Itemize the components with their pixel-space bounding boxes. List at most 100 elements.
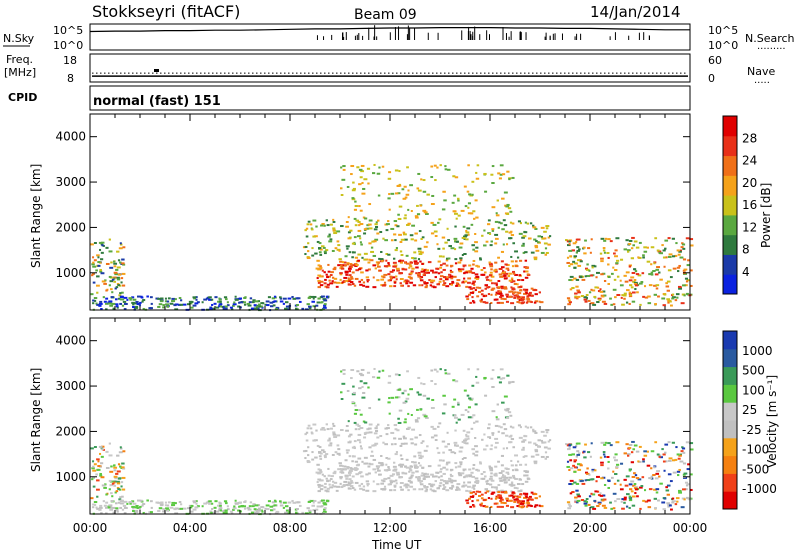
power-echo <box>319 253 323 256</box>
velocity-echo <box>464 409 468 412</box>
power-echo <box>340 194 344 197</box>
power-echo <box>479 258 482 261</box>
velocity-echo <box>322 502 327 505</box>
velocity-echo <box>264 507 268 510</box>
velocity-echo <box>91 467 95 470</box>
power-echo <box>279 300 284 303</box>
velocity-echo <box>603 455 606 458</box>
power-echo <box>132 298 137 301</box>
power-echo <box>487 223 491 226</box>
velocity-echo <box>119 446 122 449</box>
power-echo <box>442 247 445 250</box>
power-echo <box>317 286 321 289</box>
velocity-echo <box>516 483 521 486</box>
velocity-echo <box>615 441 620 444</box>
power-echo <box>104 279 107 282</box>
velocity-echo <box>530 491 534 494</box>
velocity-echo <box>638 486 643 489</box>
velocity-echo <box>370 450 374 453</box>
power-echo <box>510 277 514 280</box>
velocity-echo <box>510 481 514 484</box>
velocity-echo <box>394 453 398 456</box>
velocity-echo <box>438 459 443 462</box>
power-echo <box>109 280 114 283</box>
velocity-echo <box>497 460 500 463</box>
velocity-echo <box>484 394 488 397</box>
velocity-echo <box>502 474 505 477</box>
power-echo <box>508 272 512 275</box>
velocity-echo <box>505 409 510 412</box>
velocity-echo <box>171 504 176 507</box>
velocity-echo <box>579 463 582 466</box>
power-echo <box>320 245 325 248</box>
power-echo <box>116 266 121 269</box>
velocity-echo <box>196 505 200 508</box>
velocity-echo <box>447 480 452 483</box>
power-echo <box>526 297 530 300</box>
power-echo <box>115 305 119 308</box>
velocity-echo <box>398 464 401 467</box>
power-echo <box>324 252 327 255</box>
power-echo <box>484 301 489 304</box>
power-echo <box>543 242 548 245</box>
power-echo <box>423 271 428 274</box>
power-echo <box>196 301 200 304</box>
velocity-echo <box>507 478 511 481</box>
power-echo <box>610 303 614 306</box>
power-echo <box>413 260 418 263</box>
power-echo <box>219 305 222 308</box>
cpid-label: CPID <box>8 91 37 104</box>
velocity-echo <box>104 483 107 486</box>
power-echo <box>336 240 340 243</box>
velocity-echo <box>131 505 135 508</box>
velocity-echo <box>600 464 604 467</box>
power-echo <box>502 271 506 274</box>
power-echo <box>110 296 114 299</box>
power-echo <box>95 302 98 305</box>
velocity-echo <box>628 443 633 446</box>
velocity-echo <box>471 495 475 498</box>
velocity-echo <box>490 497 493 500</box>
power-echo <box>101 244 104 247</box>
velocity-echo <box>409 438 414 441</box>
power-echo <box>410 270 414 273</box>
velocity-echo <box>566 460 570 463</box>
velocity-echo <box>413 455 417 458</box>
velocity-echo <box>689 488 693 491</box>
power-echo <box>269 305 274 308</box>
velocity-echo <box>482 505 486 508</box>
velocity-echo <box>475 479 480 482</box>
power-echo <box>422 273 425 276</box>
velocity-echo <box>421 488 424 491</box>
power-echo <box>376 172 381 175</box>
velocity-echo <box>339 477 343 480</box>
velocity-echo <box>456 483 461 486</box>
power-echo <box>516 256 520 259</box>
power-echo <box>107 302 111 305</box>
power-echo <box>318 247 322 250</box>
velocity-echo <box>328 444 333 447</box>
power-echo <box>405 193 410 196</box>
velocity-echo <box>419 483 424 486</box>
power-echo <box>211 307 215 310</box>
power-echo <box>685 292 689 295</box>
velocity-echo <box>318 446 322 449</box>
power-echo <box>574 292 578 295</box>
power-echo <box>211 298 214 301</box>
power-echo <box>325 249 329 252</box>
power-echo <box>234 298 239 301</box>
velocity-echo <box>190 510 194 513</box>
velocity-echo <box>108 479 112 482</box>
velocity-echo <box>269 509 274 512</box>
velocity-echo <box>389 474 394 477</box>
power-echo <box>302 246 306 249</box>
power-echo <box>368 258 371 261</box>
power-echo <box>195 298 198 301</box>
power-echo <box>547 236 550 239</box>
power-echo <box>615 259 620 262</box>
power-echo <box>480 298 483 301</box>
power-echo <box>233 301 236 304</box>
velocity-echo <box>487 436 491 439</box>
frequency-mark <box>154 69 159 72</box>
velocity-echo <box>430 407 435 410</box>
